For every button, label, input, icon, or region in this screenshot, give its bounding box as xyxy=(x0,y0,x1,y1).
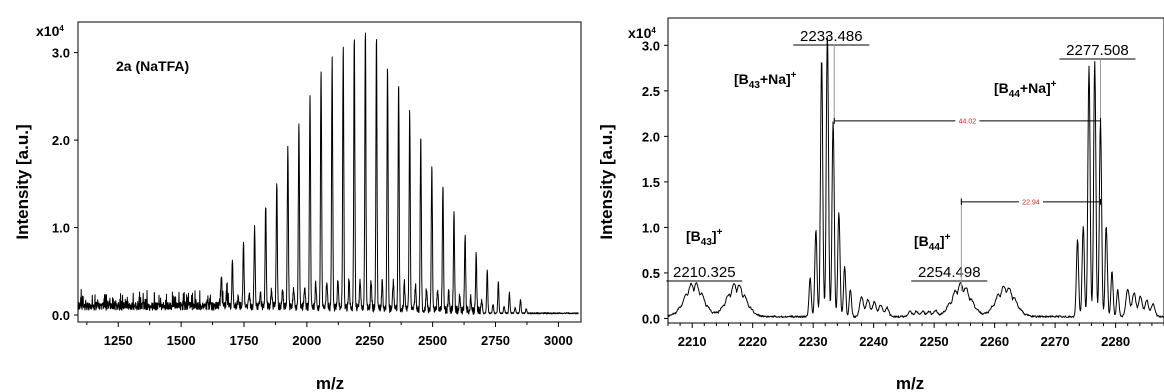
left-spectrum-trace xyxy=(77,32,579,315)
left-x-tick-label: 3000 xyxy=(544,333,573,348)
species-label: [B44+Na]+ xyxy=(994,79,1057,100)
peak-label: 2254.498 xyxy=(918,264,981,281)
left-x-tick-label: 1750 xyxy=(230,333,259,348)
delta-label-bg xyxy=(1018,196,1043,207)
right-annotations: 2233.486 2277.508 2210.325 2254.498 [B43+Na]… xyxy=(666,28,1136,292)
right-y-tick-label: 0.5 xyxy=(642,266,660,281)
right-x-tick-label: 2260 xyxy=(980,334,1009,349)
left-spectrum-panel: Intensity [a.u.] m/z x104 2a (NaTFA) 0.0… xyxy=(13,21,582,392)
left-x-tick-label: 1500 xyxy=(167,333,196,348)
right-y-axis-title: Intensity [a.u.] xyxy=(597,124,616,239)
left-x-tick-label: 1250 xyxy=(104,333,133,348)
left-x-tick-label: 2250 xyxy=(355,333,384,348)
species-label: [B43+Na]+ xyxy=(734,70,797,91)
species-label: [B44]+ xyxy=(914,232,951,253)
right-y-tick-label: 0.0 xyxy=(642,311,660,326)
left-y-ticks: 0.0 1.0 2.0 3.0 xyxy=(52,46,78,323)
right-x-tick-label: 2240 xyxy=(859,334,888,349)
left-plot-frame xyxy=(77,21,582,323)
left-y-tick-label: 0.0 xyxy=(52,308,70,323)
right-plot-frame xyxy=(667,17,1164,324)
right-spectrum-trace xyxy=(667,35,1164,318)
right-y-tick-label: 1.5 xyxy=(642,175,660,190)
species-label: [B43]+ xyxy=(686,227,723,248)
peak-label: 2210.325 xyxy=(673,264,736,281)
right-y-tick-label: 3.0 xyxy=(642,38,660,53)
right-x-tick-label: 2270 xyxy=(1041,334,1070,349)
right-x-tick-label: 2250 xyxy=(920,334,949,349)
delta-label: 44.02 xyxy=(959,118,977,125)
right-x-tick-label: 2210 xyxy=(678,334,707,349)
right-y-tick-label: 2.5 xyxy=(642,84,660,99)
left-sample-annotation: 2a (NaTFA) xyxy=(116,58,189,74)
delta-label: 22.94 xyxy=(1022,199,1040,206)
right-y-tick-label: 2.0 xyxy=(642,129,660,144)
right-x-axis-title: m/z xyxy=(896,374,924,392)
left-y-axis-title: Intensity [a.u.] xyxy=(13,124,32,239)
left-y-tick-label: 3.0 xyxy=(52,46,70,61)
right-y-ticks: 0.0 0.5 1.0 1.5 2.0 2.5 3.0 xyxy=(642,38,668,326)
right-y-tick-label: 1.0 xyxy=(642,220,660,235)
right-x-tick-label: 2280 xyxy=(1101,334,1130,349)
left-y-tick-label: 2.0 xyxy=(52,133,70,148)
left-y-multiplier: x104 xyxy=(36,23,64,39)
right-x-tick-label: 2220 xyxy=(738,334,767,349)
peak-label: 2233.486 xyxy=(800,28,863,45)
left-x-tick-label: 2500 xyxy=(418,333,447,348)
delta-label-bg xyxy=(955,115,980,126)
left-x-axis-title: m/z xyxy=(316,374,344,392)
peak-label: 2277.508 xyxy=(1066,42,1129,59)
right-x-tick-label: 2230 xyxy=(799,334,828,349)
right-y-multiplier: x104 xyxy=(628,25,656,41)
right-spectrum-panel: Intensity [a.u.] m/z x104 0.0 0.5 1.0 1.5 2.… xyxy=(597,17,1164,392)
left-x-tick-label: 2000 xyxy=(292,333,321,348)
left-x-tick-label: 2750 xyxy=(481,333,510,348)
right-x-ticks: 2210 2220 2230 2240 2250 2260 2270 2280 xyxy=(667,323,1164,349)
left-y-tick-label: 1.0 xyxy=(52,221,70,236)
left-x-ticks: 1250 1500 1750 2000 2250 2500 2750 3000 xyxy=(86,322,573,348)
